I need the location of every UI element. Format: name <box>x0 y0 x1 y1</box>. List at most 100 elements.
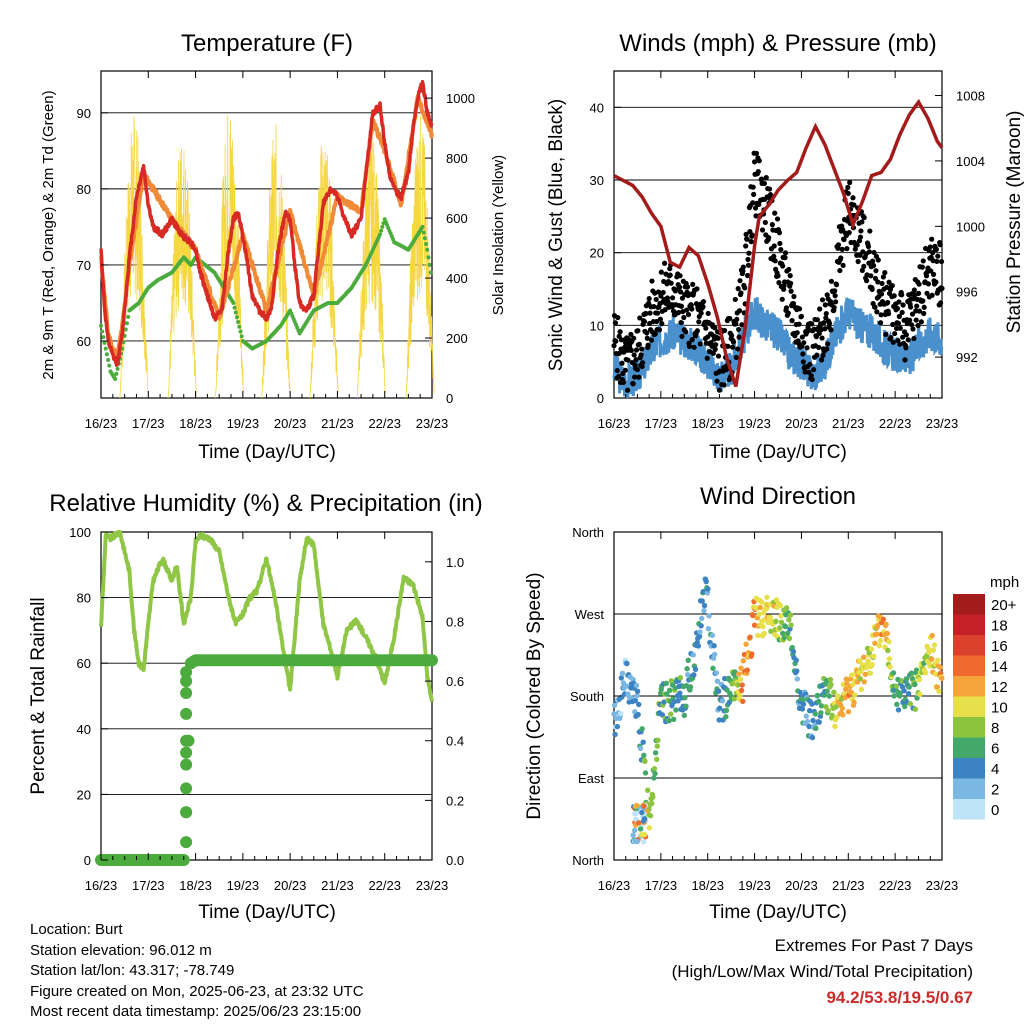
direction-point <box>799 706 806 712</box>
dewpoint-point <box>428 270 433 275</box>
gust-point <box>826 320 833 326</box>
gust-point <box>714 378 720 384</box>
pressure-line <box>613 98 944 388</box>
gust-point <box>622 367 628 373</box>
direction-point <box>779 630 786 637</box>
gust-point <box>759 227 766 233</box>
direction-point <box>886 638 892 645</box>
direction-point <box>654 756 660 763</box>
gust-point <box>837 267 843 274</box>
direction-point <box>860 654 867 660</box>
gust-point <box>662 260 668 266</box>
gust-point <box>619 360 625 366</box>
dewpoint-point <box>238 329 243 334</box>
direction-point <box>750 612 756 619</box>
gust-point <box>636 374 642 380</box>
gust-point <box>891 293 897 299</box>
temp-xtick-label: 21/23 <box>321 416 354 431</box>
gust-point <box>840 262 846 269</box>
gust-point <box>746 250 752 256</box>
gust-point <box>905 337 911 343</box>
temp-ytick-right-label: 600 <box>446 211 468 226</box>
direction-point <box>906 684 912 690</box>
gust-point <box>929 236 935 242</box>
gust-point <box>933 246 939 252</box>
rh-xlabel: Time (Day/UTC) <box>198 902 336 923</box>
dewpoint-point <box>233 310 238 315</box>
gust-point <box>778 246 784 253</box>
dir-xtick-label: 18/23 <box>691 878 724 893</box>
direction-point <box>637 745 644 752</box>
direction-point <box>677 690 683 696</box>
direction-point <box>827 676 834 683</box>
extremes-box: Extremes For Past 7 Days (High/Low/Max W… <box>672 933 973 1011</box>
gust-point <box>925 281 932 287</box>
gust-point <box>886 279 892 285</box>
direction-point <box>612 731 618 738</box>
gust-point <box>920 298 926 304</box>
direction-point <box>619 670 626 676</box>
gust-point <box>929 292 935 298</box>
gust-point <box>782 250 789 256</box>
gust-point <box>791 293 797 300</box>
direction-point <box>806 708 813 714</box>
direction-point <box>706 613 712 619</box>
temp-xtick-label: 19/23 <box>227 416 260 431</box>
speed-legend-title: mph <box>990 574 1019 591</box>
rh-ytick-label: 0 <box>84 853 91 868</box>
direction-point <box>851 699 857 706</box>
rh-xtick-label: 16/23 <box>85 878 118 893</box>
gust-point <box>677 289 684 295</box>
direction-point <box>633 682 640 689</box>
dewpoint-point <box>231 300 236 305</box>
direction-point <box>901 688 907 694</box>
gust-point <box>859 267 865 273</box>
direction-point <box>687 684 694 690</box>
direction-point <box>764 594 770 600</box>
gust-point <box>655 289 662 295</box>
direction-point <box>907 701 914 707</box>
direction-point <box>773 618 779 624</box>
gust-point <box>844 246 850 252</box>
wind-ytick-right-label: 996 <box>956 285 978 300</box>
dir-ytick-label: North <box>572 525 604 540</box>
direction-point <box>917 691 923 698</box>
gust-point <box>700 304 706 310</box>
temp-xtick-label: 20/23 <box>274 416 307 431</box>
gust-point <box>927 244 933 250</box>
gust-point <box>678 319 684 326</box>
direction-point <box>778 619 785 626</box>
gust-point <box>654 310 661 316</box>
gust-point <box>878 312 884 318</box>
gust-point <box>857 234 864 240</box>
gust-point <box>796 321 802 327</box>
wind-xtick-label: 20/23 <box>785 416 818 431</box>
speed-legend-label: 20+ <box>991 597 1017 614</box>
precip-point <box>180 687 193 700</box>
gust-point <box>776 280 782 286</box>
direction-point <box>922 670 929 676</box>
direction-point <box>638 832 645 838</box>
wind-xlabel: Time (Day/UTC) <box>709 442 847 463</box>
gust-point <box>939 285 945 291</box>
gust-point <box>743 243 749 249</box>
gust-point <box>913 308 919 314</box>
humidity-precip-panel: Relative Humidity (%) & Precipitation (i… <box>28 490 483 923</box>
direction-point <box>823 704 829 710</box>
direction-point <box>749 651 755 657</box>
temp-ytick-right-label: 0 <box>446 391 453 406</box>
gust-point <box>656 327 663 333</box>
wind-xtick-label: 19/23 <box>738 416 771 431</box>
dir-xtick-label: 16/23 <box>598 878 631 893</box>
direction-point <box>804 718 811 725</box>
direction-point <box>614 723 621 730</box>
direction-point <box>637 826 644 832</box>
direction-point <box>744 667 750 673</box>
gust-point <box>921 304 927 310</box>
temperature-title: Temperature (F) <box>181 30 353 57</box>
gust-point <box>819 335 825 341</box>
gust-point <box>660 289 666 296</box>
direction-point <box>731 696 738 702</box>
direction-point <box>690 652 696 658</box>
direction-point <box>928 656 935 662</box>
